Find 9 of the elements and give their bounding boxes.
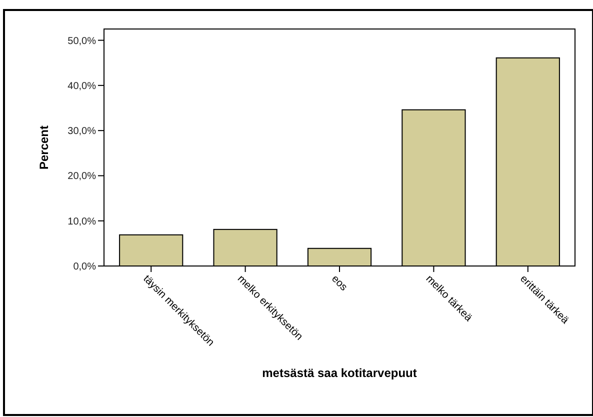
y-tick-label: 30,0% [68,126,96,138]
y-tick-label: 10,0% [68,216,96,228]
y-axis-title: Percent [37,125,51,170]
y-tick-label: 50,0% [68,36,96,47]
y-tick-label: 20,0% [68,171,96,182]
x-axis-title: metsästä saa kotitarvepuut [262,366,417,380]
y-tick-label: 40,0% [68,80,96,92]
x-tick-label: eos [329,272,350,294]
y-tick-label: 0,0% [73,262,96,272]
